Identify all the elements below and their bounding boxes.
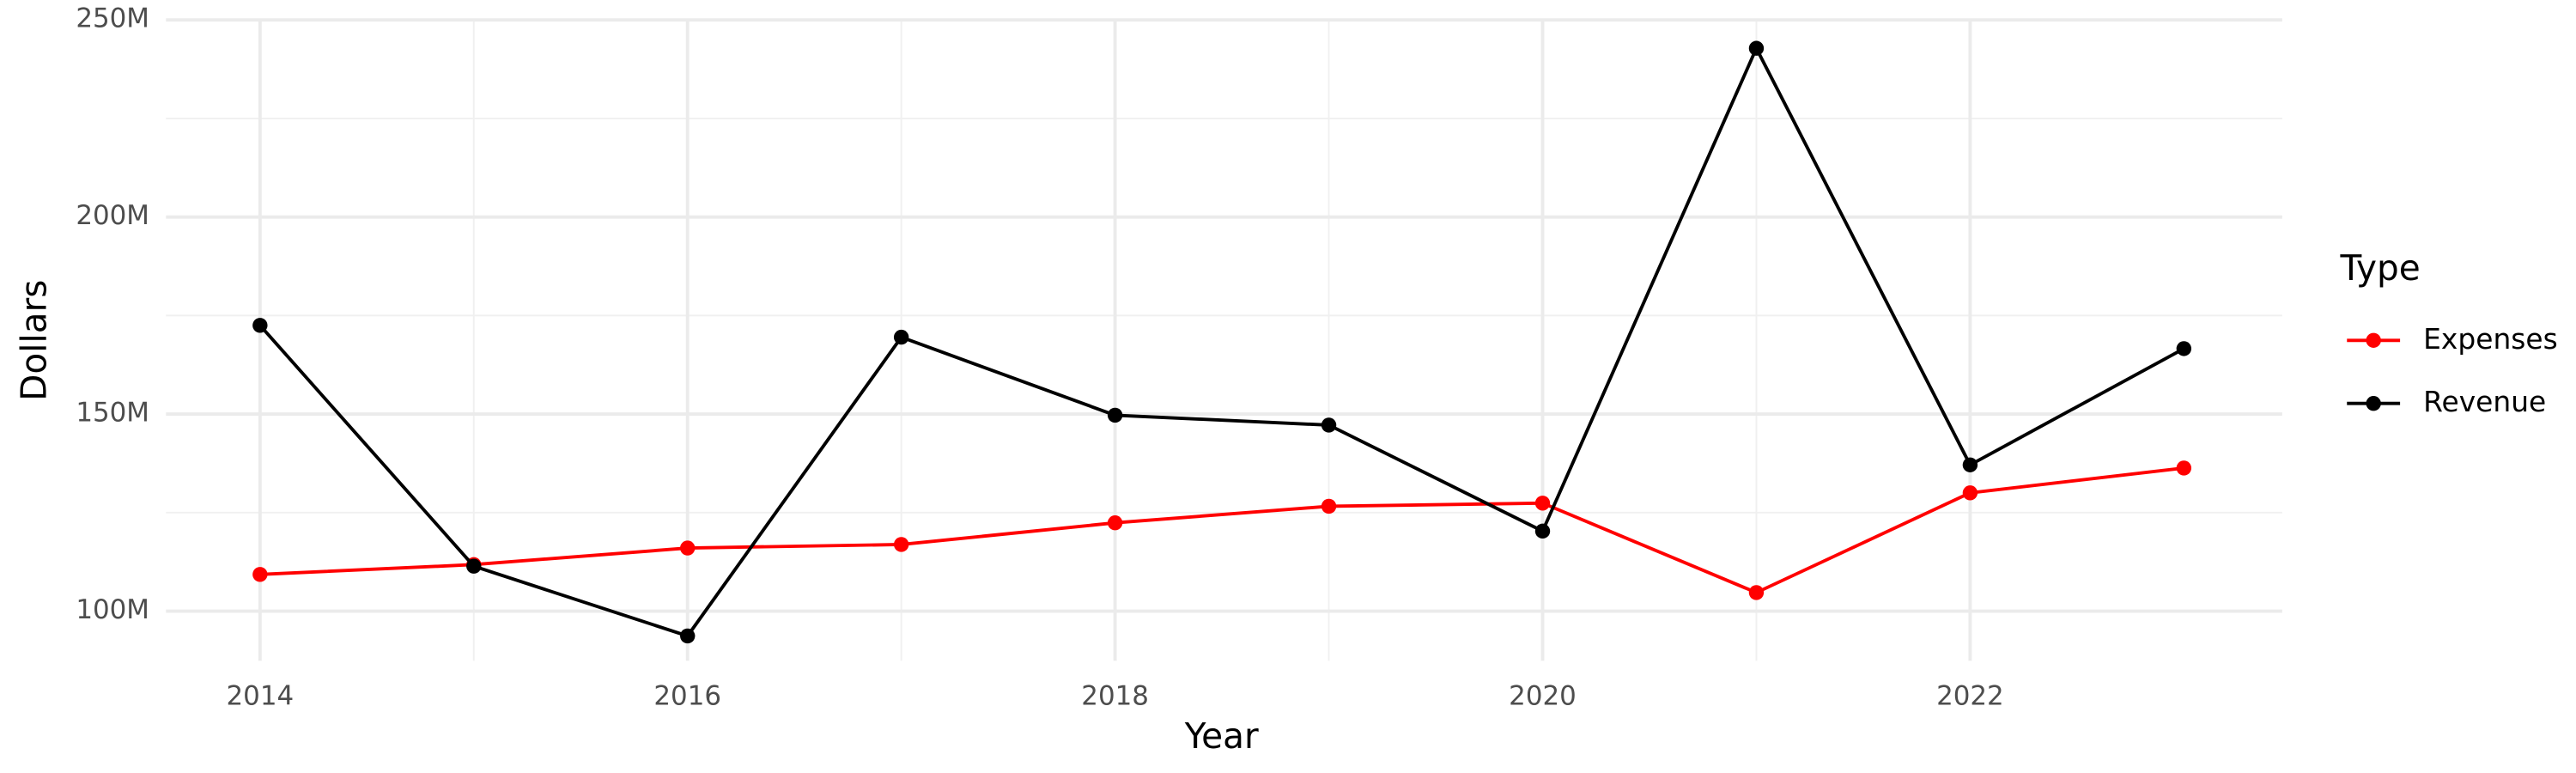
series-line xyxy=(258,44,2185,638)
data-point xyxy=(466,558,482,574)
legend-key-point xyxy=(2366,396,2381,411)
x-tick-label: 2022 xyxy=(1936,680,2004,711)
x-tick-label: 2020 xyxy=(1509,680,1577,711)
x-tick-label: 2016 xyxy=(653,680,721,711)
y-tick-label: 200M xyxy=(76,200,149,231)
y-tick-label: 150M xyxy=(76,398,149,429)
legend-label: Expenses xyxy=(2423,322,2558,356)
legend-key-point xyxy=(2366,332,2381,348)
y-tick-label: 100M xyxy=(76,594,149,625)
x-axis-title: Year xyxy=(1184,715,1259,757)
y-axis-title: Dollars xyxy=(14,280,55,401)
data-point xyxy=(1748,585,1765,600)
data-point xyxy=(893,329,909,345)
data-point xyxy=(1534,523,1551,539)
data-point xyxy=(1534,496,1551,511)
data-point xyxy=(252,567,268,582)
data-point xyxy=(2176,341,2192,356)
data-point xyxy=(1962,457,1978,472)
data-point xyxy=(1107,515,1123,531)
data-point xyxy=(1107,407,1123,423)
legend-label: Revenue xyxy=(2423,385,2546,418)
data-point xyxy=(2176,460,2192,476)
data-point xyxy=(1321,417,1337,433)
series-line xyxy=(259,466,2184,595)
data-point xyxy=(680,540,696,556)
data-point xyxy=(1321,498,1337,514)
legend-title: Type xyxy=(2340,247,2421,289)
data-point xyxy=(252,318,268,333)
data-point xyxy=(893,537,909,552)
data-point xyxy=(1962,485,1978,501)
x-tick-label: 2014 xyxy=(227,680,295,711)
data-point xyxy=(680,628,696,644)
data-point xyxy=(1748,40,1765,56)
x-tick-label: 2018 xyxy=(1081,680,1149,711)
y-tick-label: 250M xyxy=(76,3,149,34)
